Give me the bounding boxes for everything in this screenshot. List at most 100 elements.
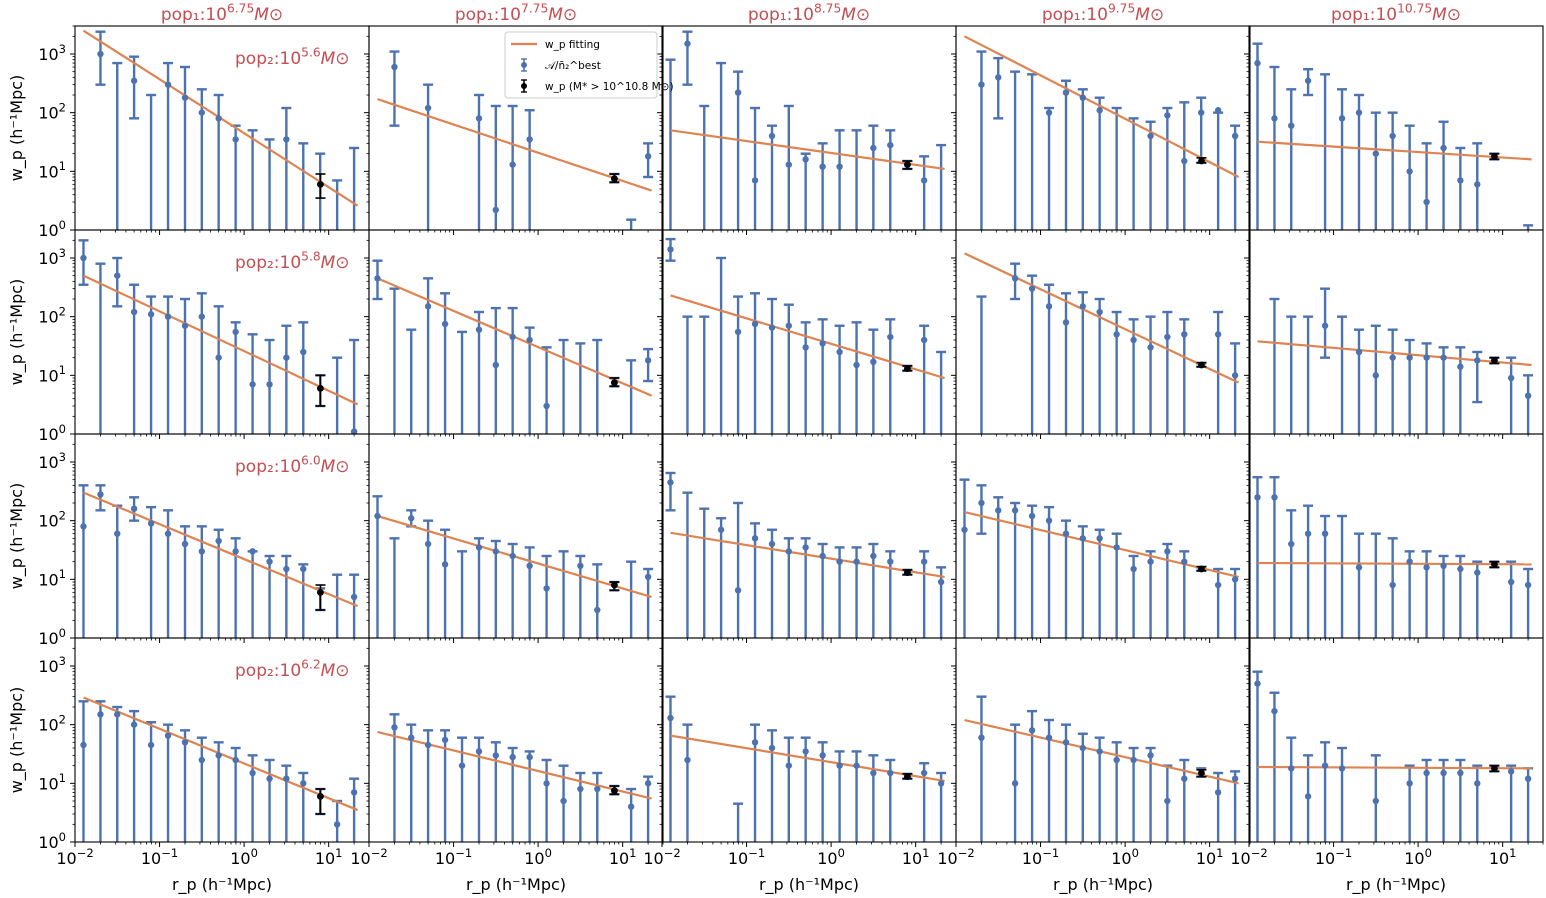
data-point	[644, 153, 652, 160]
data-point	[147, 741, 155, 749]
data-point	[1011, 275, 1019, 282]
panel-r3-c4	[951, 433, 1251, 643]
data-point	[751, 320, 759, 328]
y-tick-label: 100	[38, 422, 66, 444]
data-point	[644, 780, 652, 787]
data-point	[1406, 354, 1413, 361]
panel-frame	[368, 433, 664, 639]
data-point	[751, 535, 759, 542]
x-tick-label: 10−2	[1230, 846, 1267, 868]
data-point	[164, 313, 172, 320]
data-point	[560, 797, 567, 805]
data-point	[441, 320, 449, 328]
x-tick-label: 100	[230, 846, 258, 868]
data-point	[215, 115, 222, 122]
data-point	[181, 540, 189, 548]
panel-r3-c5	[1244, 433, 1544, 643]
data-point	[1028, 285, 1036, 292]
panel-r2-c5	[1244, 229, 1544, 439]
data-point	[198, 756, 206, 764]
x-tick-label: 10−1	[1315, 846, 1352, 868]
fit-line	[964, 511, 1239, 578]
fit-line	[1257, 561, 1532, 566]
data-point	[283, 565, 290, 573]
reference-point	[904, 773, 911, 781]
data-point	[1214, 789, 1222, 796]
data-point	[1474, 357, 1481, 364]
data-point	[374, 512, 381, 520]
legend-point-marker	[521, 83, 527, 89]
data-point	[114, 711, 121, 718]
data-point	[198, 109, 206, 116]
fit-line	[964, 252, 1240, 384]
data-point	[627, 803, 635, 810]
plot-area	[377, 50, 654, 230]
data-point	[526, 562, 533, 570]
x-axis-label: r_p (h⁻¹Mpc)	[1053, 875, 1153, 895]
data-point	[509, 552, 516, 560]
data-point	[1096, 308, 1103, 316]
data-point	[644, 573, 652, 581]
data-point	[215, 354, 222, 361]
data-point	[1113, 756, 1120, 764]
x-tick-label: 101	[902, 846, 930, 868]
data-point	[198, 313, 206, 320]
data-point	[1389, 581, 1396, 589]
data-point	[215, 752, 222, 759]
fit-line	[670, 531, 945, 578]
plot-area	[665, 30, 947, 230]
data-point	[937, 780, 945, 787]
plot-area	[78, 484, 360, 638]
y-axis-label: w_p (h⁻¹Mpc)	[7, 483, 27, 590]
legend-entry-label: w_p (M* > 10^10.8 M⊙)	[545, 81, 674, 93]
panel-frame	[1248, 433, 1544, 639]
panel-frame	[955, 25, 1251, 231]
data-point	[1197, 109, 1205, 116]
x-tick-label: 100	[817, 846, 845, 868]
y-tick-label: 103	[38, 42, 66, 64]
data-point	[870, 358, 877, 366]
y-tick-label: 101	[38, 567, 66, 589]
data-point	[836, 558, 843, 565]
data-point	[1231, 132, 1239, 140]
data-point	[1147, 752, 1154, 759]
panel-r4-c4: 10−2 10−1 100 101	[937, 637, 1251, 868]
data-point	[1372, 372, 1380, 379]
data-point	[283, 354, 290, 361]
data-point	[836, 348, 843, 356]
data-point	[802, 344, 809, 351]
data-point	[300, 348, 307, 356]
data-point	[1304, 530, 1312, 537]
plot-area	[665, 237, 947, 434]
data-point	[1440, 769, 1447, 777]
x-tick-label: 10−2	[56, 846, 93, 868]
data-point	[164, 530, 172, 537]
data-point	[1406, 558, 1413, 565]
legend: w_p fitting 𝒜/n̄₂^best w_p (M* > 10^10.8 M…	[504, 31, 674, 99]
row-label: pop₂:106.0M⊙	[235, 453, 350, 477]
data-point	[266, 381, 273, 388]
x-tick-label: 10−1	[435, 846, 472, 868]
panel-r3-c1: 100 101 102 103 pop₂:106.0M⊙	[38, 433, 370, 648]
legend-box	[504, 31, 658, 99]
data-point	[441, 736, 449, 744]
data-point	[1288, 122, 1295, 129]
data-point	[1164, 112, 1171, 119]
data-point	[232, 756, 239, 764]
panel-frame	[368, 637, 664, 843]
data-point	[164, 732, 172, 739]
data-point	[130, 505, 138, 512]
y-tick-label: 102	[38, 304, 66, 326]
data-point	[509, 161, 516, 168]
data-point	[937, 578, 945, 586]
fit-line	[1257, 140, 1532, 161]
data-point	[1507, 768, 1515, 775]
data-point	[1372, 150, 1380, 157]
data-point	[1423, 564, 1430, 571]
reference-point	[611, 581, 618, 589]
data-point	[920, 769, 928, 777]
data-point	[350, 428, 358, 434]
data-point	[667, 714, 674, 722]
reference-point	[1198, 565, 1205, 573]
data-point	[887, 141, 894, 149]
